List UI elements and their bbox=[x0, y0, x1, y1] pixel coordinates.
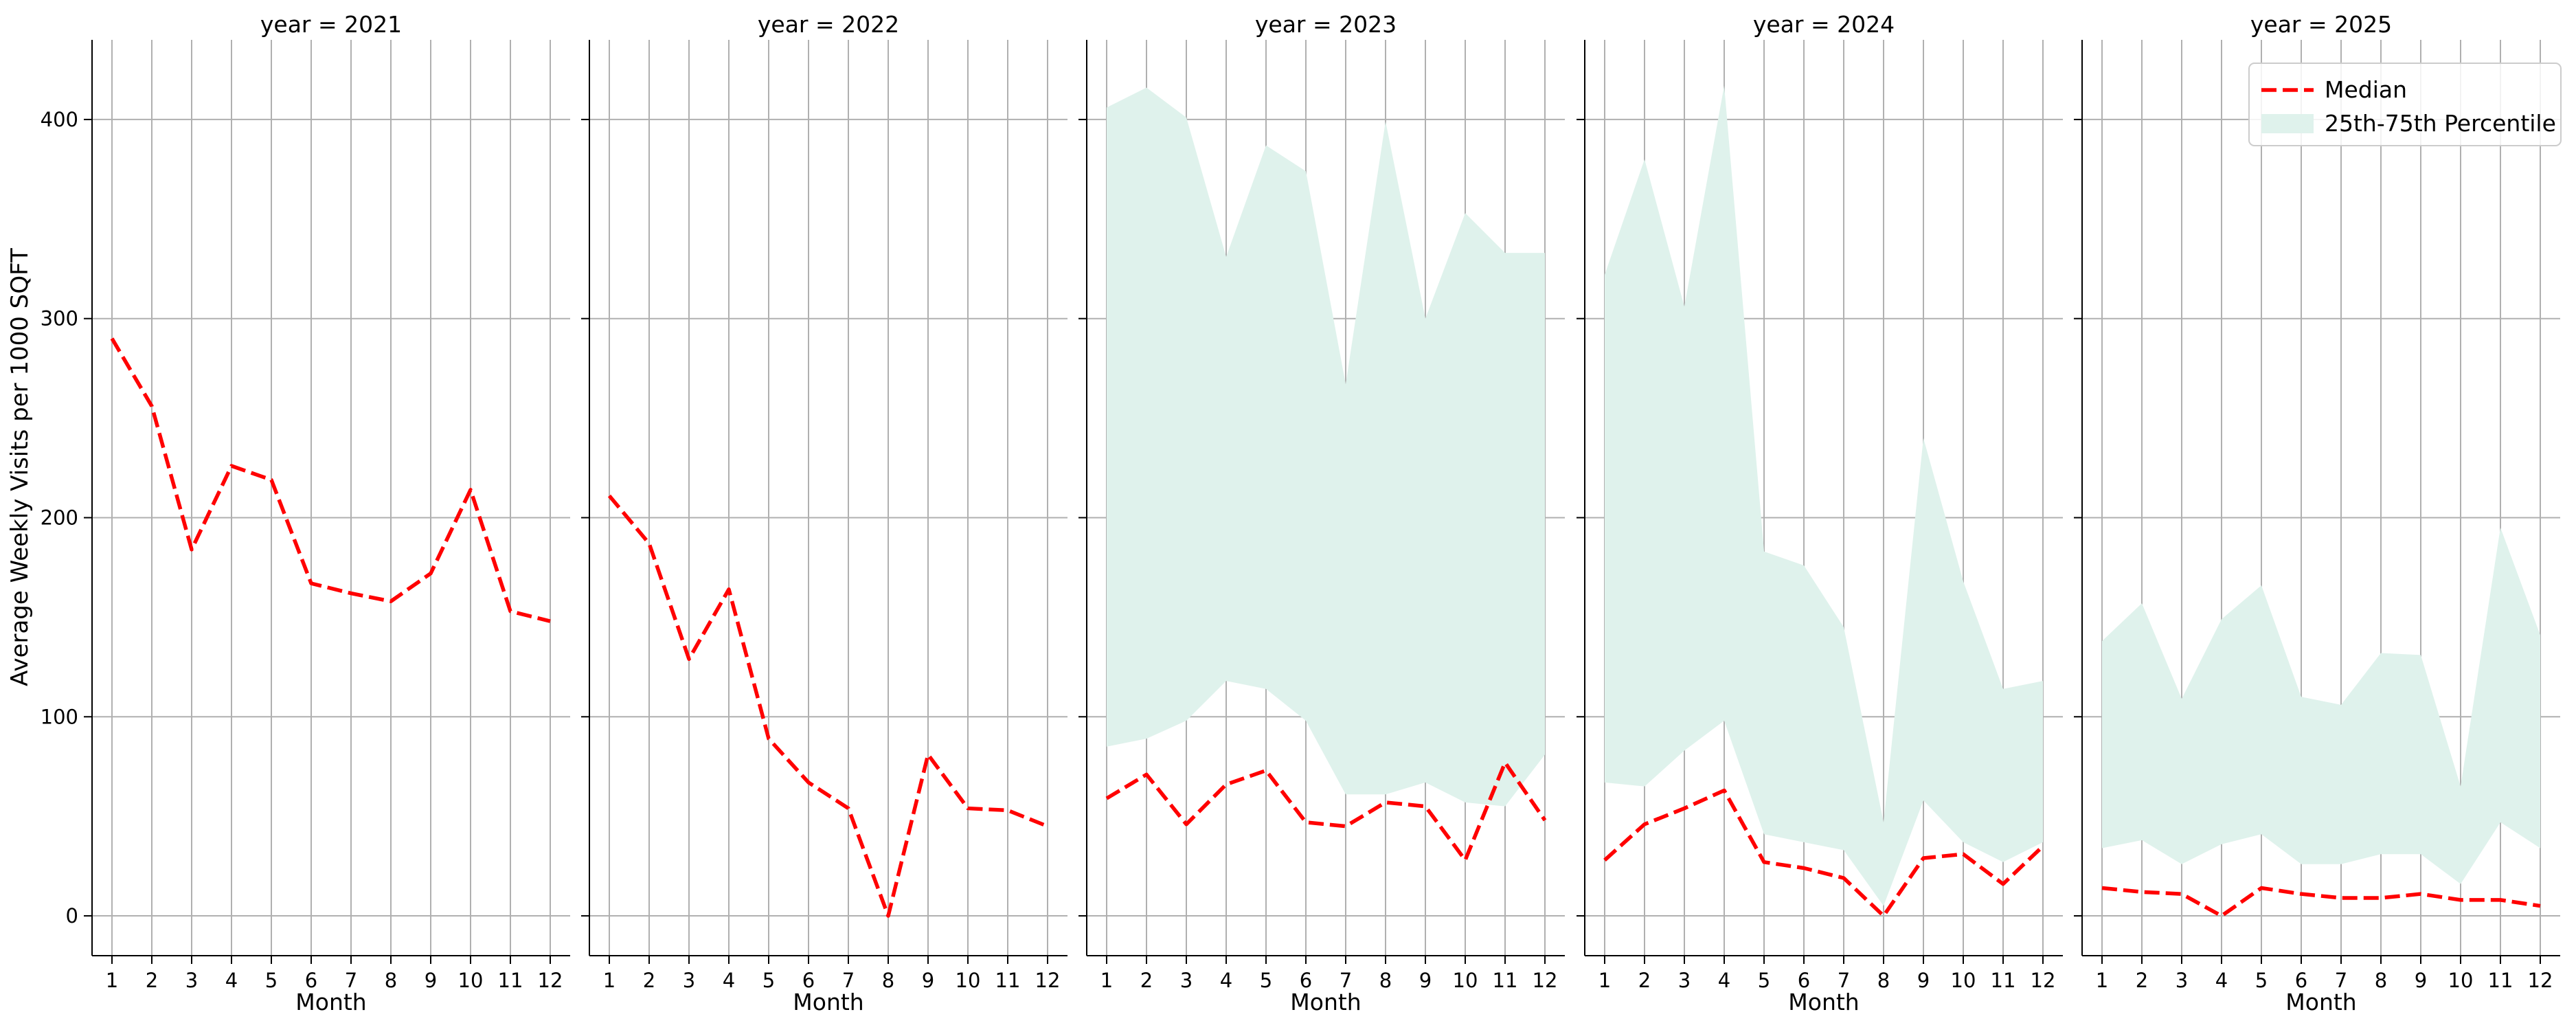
x-axis-label: Month bbox=[1788, 989, 1859, 1015]
x-tick-label: 3 bbox=[1678, 969, 1691, 992]
x-tick-label: 9 bbox=[425, 969, 437, 992]
x-tick-label: 12 bbox=[538, 969, 563, 992]
x-tick-label: 4 bbox=[2215, 969, 2228, 992]
x-tick-label: 10 bbox=[1951, 969, 1976, 992]
percentile-band bbox=[1605, 85, 2043, 906]
x-tick-label: 6 bbox=[1798, 969, 1810, 992]
x-tick-label: 1 bbox=[603, 969, 615, 992]
x-tick-label: 1 bbox=[2096, 969, 2108, 992]
x-tick-label: 2 bbox=[1638, 969, 1651, 992]
x-tick-label: 2 bbox=[2136, 969, 2148, 992]
x-tick-label: 8 bbox=[1877, 969, 1890, 992]
x-tick-label: 10 bbox=[458, 969, 484, 992]
x-tick-label: 4 bbox=[723, 969, 735, 992]
x-tick-label: 11 bbox=[1991, 969, 2016, 992]
x-tick-label: 8 bbox=[1379, 969, 1392, 992]
median-line bbox=[2101, 886, 2541, 918]
x-tick-label: 7 bbox=[2335, 969, 2347, 992]
x-tick-label: 2 bbox=[146, 969, 158, 992]
x-tick-label: 3 bbox=[1180, 969, 1193, 992]
x-tick-label: 7 bbox=[1838, 969, 1850, 992]
panel-title: year = 2022 bbox=[758, 11, 899, 38]
x-tick-label: 9 bbox=[922, 969, 934, 992]
x-tick-label: 2 bbox=[1140, 969, 1153, 992]
percentile-band bbox=[1107, 87, 1545, 807]
x-axis-label: Month bbox=[295, 989, 366, 1015]
x-tick-label: 4 bbox=[225, 969, 238, 992]
median-line bbox=[110, 337, 551, 623]
x-axis-label: Month bbox=[2285, 989, 2356, 1015]
x-tick-label: 6 bbox=[2295, 969, 2307, 992]
x-tick-label: 8 bbox=[882, 969, 894, 992]
panel-title: year = 2024 bbox=[1753, 11, 1895, 38]
x-tick-label: 1 bbox=[106, 969, 118, 992]
x-tick-label: 12 bbox=[2031, 969, 2056, 992]
x-tick-label: 8 bbox=[2375, 969, 2387, 992]
x-tick-label: 4 bbox=[1718, 969, 1730, 992]
x-tick-label: 9 bbox=[2415, 969, 2427, 992]
legend-band-label: 25th-75th Percentile bbox=[2325, 110, 2556, 137]
x-tick-label: 5 bbox=[762, 969, 775, 992]
median-line bbox=[1603, 788, 2044, 918]
x-tick-label: 5 bbox=[1758, 969, 1770, 992]
x-tick-label: 3 bbox=[2176, 969, 2188, 992]
y-tick-label: 300 bbox=[41, 307, 78, 330]
x-tick-label: 5 bbox=[1260, 969, 1272, 992]
x-tick-label: 10 bbox=[956, 969, 981, 992]
x-tick-label: 7 bbox=[1340, 969, 1352, 992]
median-line bbox=[1105, 761, 1547, 862]
x-tick-label: 7 bbox=[345, 969, 357, 992]
x-tick-label: 3 bbox=[185, 969, 198, 992]
x-tick-label: 12 bbox=[2528, 969, 2553, 992]
legend-band-swatch bbox=[2261, 114, 2314, 133]
y-tick-label: 0 bbox=[66, 904, 78, 928]
x-tick-label: 2 bbox=[643, 969, 655, 992]
x-tick-label: 4 bbox=[1220, 969, 1232, 992]
panel-title: year = 2023 bbox=[1255, 11, 1397, 38]
x-tick-label: 11 bbox=[2488, 969, 2513, 992]
x-tick-label: 11 bbox=[995, 969, 1021, 992]
x-tick-label: 6 bbox=[1300, 969, 1312, 992]
x-tick-label: 3 bbox=[683, 969, 695, 992]
x-tick-label: 5 bbox=[265, 969, 278, 992]
x-tick-label: 10 bbox=[2448, 969, 2474, 992]
x-axis-label: Month bbox=[793, 989, 863, 1015]
x-tick-label: 8 bbox=[385, 969, 397, 992]
percentile-band bbox=[2102, 527, 2540, 884]
x-axis-label: Month bbox=[1290, 989, 1361, 1015]
y-axis-label: Average Weekly Visits per 1000 SQFT bbox=[6, 248, 34, 686]
x-tick-label: 1 bbox=[1100, 969, 1113, 992]
x-tick-label: 6 bbox=[305, 969, 317, 992]
panel-title: year = 2021 bbox=[260, 11, 402, 38]
legend: Median 25th-75th Percentile bbox=[2248, 63, 2562, 146]
x-tick-label: 7 bbox=[842, 969, 855, 992]
legend-box bbox=[2248, 63, 2562, 146]
x-tick-label: 5 bbox=[2255, 969, 2268, 992]
panel-title: year = 2025 bbox=[2250, 11, 2392, 38]
x-tick-label: 6 bbox=[802, 969, 815, 992]
median-line bbox=[607, 494, 1049, 918]
legend-median-label: Median bbox=[2325, 76, 2407, 103]
x-tick-label: 11 bbox=[498, 969, 523, 992]
y-tick-label: 100 bbox=[41, 705, 78, 728]
x-tick-label: 12 bbox=[1035, 969, 1061, 992]
x-tick-label: 1 bbox=[1598, 969, 1611, 992]
x-tick-label: 12 bbox=[1533, 969, 1558, 992]
x-tick-label: 9 bbox=[1419, 969, 1432, 992]
y-tick-label: 400 bbox=[41, 108, 78, 131]
x-tick-label: 9 bbox=[1917, 969, 1930, 992]
x-tick-label: 11 bbox=[1493, 969, 1518, 992]
x-tick-label: 10 bbox=[1453, 969, 1478, 992]
y-tick-label: 200 bbox=[41, 506, 78, 529]
